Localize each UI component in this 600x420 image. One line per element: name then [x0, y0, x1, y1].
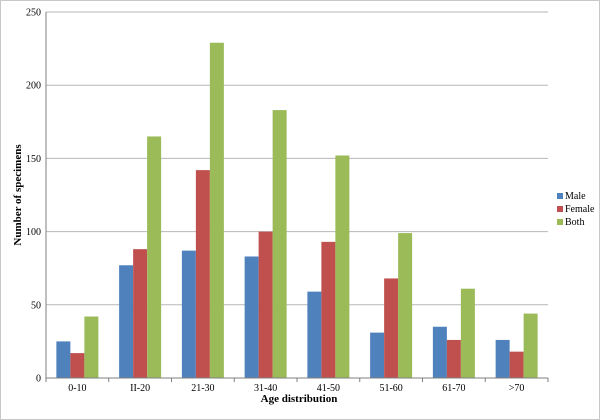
y-axis-title: Number of specimens [12, 144, 24, 246]
bar-male [495, 339, 510, 378]
bar-male [244, 256, 259, 378]
bar-both [147, 136, 162, 378]
y-tick-label: 50 [31, 300, 41, 311]
x-tick-label: 0-10 [68, 383, 86, 394]
x-tick-labels: 0-10 II-20 21-30 31-40 41-50 51-60 61-70 >70 [68, 383, 524, 394]
bar-both [523, 313, 538, 378]
bar-both [84, 316, 99, 378]
bar-male [181, 250, 196, 378]
axes [45, 12, 549, 382]
x-tick-label: 31-40 [254, 383, 277, 394]
bar-both [335, 155, 350, 378]
x-tick-label: II-20 [130, 383, 150, 394]
x-tick-label: 41-50 [317, 383, 340, 394]
y-tick-label: 150 [26, 154, 41, 165]
gridlines [46, 11, 548, 306]
x-axis-title: Age distribution [261, 393, 338, 405]
bar-female [133, 249, 148, 378]
bar-male [307, 291, 322, 378]
bar-male [56, 341, 71, 378]
x-tick-label: >70 [509, 383, 525, 394]
bar-female [195, 170, 210, 378]
bar-both [398, 233, 413, 378]
bar-male [432, 326, 447, 378]
y-tick-label: 250 [26, 8, 41, 19]
bar-female [384, 278, 399, 378]
y-tick-label: 100 [26, 227, 41, 238]
legend-label-female: Female [565, 204, 595, 215]
legend-label-both: Both [565, 217, 584, 228]
bar-male [370, 332, 385, 378]
legend: Male Female Both [557, 191, 595, 228]
bar-female [446, 339, 461, 378]
bar-female [70, 353, 85, 378]
bar-female [258, 231, 273, 378]
bar-male [119, 265, 134, 378]
y-tick-label: 0 [36, 374, 41, 385]
bar-female [321, 241, 336, 378]
x-tick-label: 21-30 [191, 383, 214, 394]
y-tick-labels: 0 50 100 150 200 250 [26, 8, 41, 385]
bars [56, 42, 538, 379]
bar-both [209, 42, 224, 379]
legend-swatch-female [557, 206, 563, 212]
x-tick-label: 51-60 [379, 383, 402, 394]
bar-both [272, 110, 287, 378]
bar-both [460, 288, 475, 378]
legend-swatch-both [557, 219, 563, 225]
legend-label-male: Male [565, 191, 586, 202]
x-tick-label: 61-70 [442, 383, 465, 394]
y-tick-label: 200 [26, 81, 41, 92]
bar-female [509, 351, 524, 378]
legend-swatch-male [557, 193, 563, 199]
